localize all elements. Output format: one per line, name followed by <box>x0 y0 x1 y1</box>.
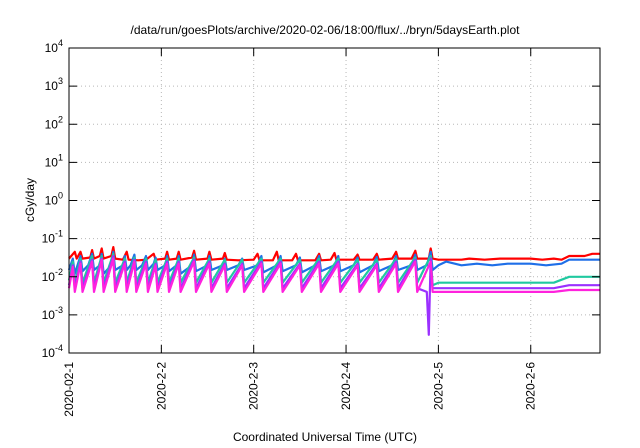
x-tick-label: 2020-2-6 <box>524 362 538 410</box>
x-tick-label: 2020-2-4 <box>339 362 353 410</box>
x-tick-label: 2020-2-3 <box>247 362 261 410</box>
x-axis-label: Coordinated Universal Time (UTC) <box>233 430 417 444</box>
chart-title: /data/run/goesPlots/archive/2020-02-06/1… <box>131 23 521 37</box>
series-line-5 <box>67 257 600 293</box>
x-tick-label: 2020-2-5 <box>431 362 445 410</box>
x-axis: 2020-02-1 2020-2-2 2020-2-3 2020-2-4 2020-2-… <box>62 48 538 417</box>
series-layer <box>67 246 600 336</box>
series-line-1 <box>68 246 600 262</box>
y-axis-label: cGy/day <box>23 178 37 222</box>
x-tick-label: 2020-2-2 <box>154 362 168 410</box>
x-tick-label: 2020-02-1 <box>62 362 76 417</box>
